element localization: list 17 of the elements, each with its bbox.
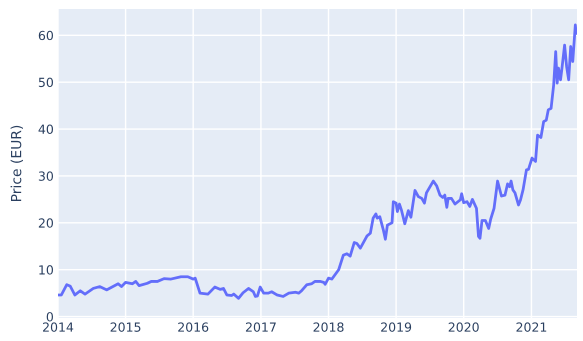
x-tick-label: 2016 — [178, 322, 208, 332]
x-tick-label: 2018 — [314, 322, 344, 332]
x-tick-label: 2014 — [43, 322, 74, 332]
x-tick-label: 2020 — [448, 322, 479, 332]
x-tick-label: 2017 — [246, 322, 276, 332]
y-tick-label: 20 — [38, 218, 54, 228]
y-tick-label: 50 — [38, 78, 54, 88]
line-series — [58, 24, 577, 300]
y-tick-label: 10 — [39, 265, 54, 275]
x-tick-label: 2015 — [110, 322, 140, 332]
y-axis-title: Price (EUR) — [10, 126, 23, 201]
x-tick-label: 2019 — [381, 322, 412, 332]
y-tick-label: 30 — [38, 171, 54, 181]
y-tick-label: 60 — [38, 30, 54, 40]
y-tick-label: 0 — [46, 312, 54, 322]
y-tick-label: 40 — [38, 124, 54, 134]
x-tick-label: 2021 — [516, 322, 546, 332]
